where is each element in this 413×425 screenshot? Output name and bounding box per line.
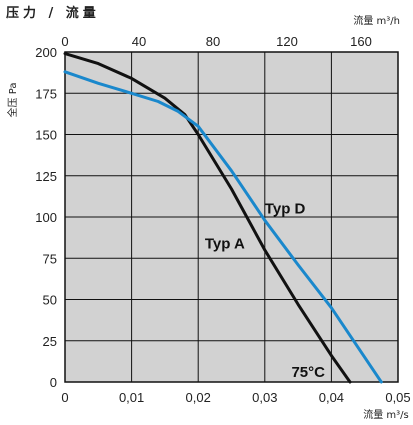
x-top-tick-label: 40	[132, 34, 146, 49]
y-tick-label: 150	[35, 128, 57, 143]
series-line-typ-a	[63, 52, 352, 384]
y-tick-label: 100	[35, 210, 57, 225]
series-annotations: Typ D Typ A 75°C	[205, 201, 325, 381]
x-top-tick-label: 160	[350, 34, 372, 49]
series-lines	[63, 52, 383, 384]
x-bottom-tick-label: 0,04	[319, 390, 344, 405]
chart-title: 压力 / 流量	[6, 6, 100, 21]
x-bottom-tick-label: 0,01	[119, 390, 144, 405]
x-bottom-axis-label: 流量 m³/s	[363, 408, 409, 421]
x-bottom-tick-label: 0	[61, 390, 68, 405]
series-annotation: Typ D	[265, 201, 306, 218]
x-bottom-tick-label: 0,02	[186, 390, 211, 405]
y-tick-label: 175	[35, 86, 57, 101]
x-bottom-tick-label: 0,03	[252, 390, 277, 405]
x-bottom-tick-label: 0,05	[385, 390, 410, 405]
y-tick-label: 75	[43, 251, 57, 266]
y-tick-label: 200	[35, 45, 57, 60]
x-top-tick-label: 0	[61, 34, 68, 49]
x-top-tick-label: 80	[206, 34, 220, 49]
y-tick-label: 50	[43, 293, 57, 308]
y-tick-label: 0	[50, 375, 57, 390]
tick-labels: 0 0,01 0,02 0,03 0,04 0,05 0 40 80 120 160 0 25 50 75 1…	[35, 34, 410, 405]
x-top-tick-label: 120	[276, 34, 298, 49]
y-tick-label: 125	[35, 169, 57, 184]
x-top-axis-label: 流量 m³/h	[353, 14, 400, 27]
grid	[65, 52, 398, 382]
series-annotation: Typ A	[205, 235, 245, 252]
series-line-typ-d	[63, 70, 383, 384]
y-axis-label: 全压 Pa	[6, 83, 19, 118]
series-annotation: 75°C	[291, 364, 325, 381]
y-tick-label: 25	[43, 334, 57, 349]
